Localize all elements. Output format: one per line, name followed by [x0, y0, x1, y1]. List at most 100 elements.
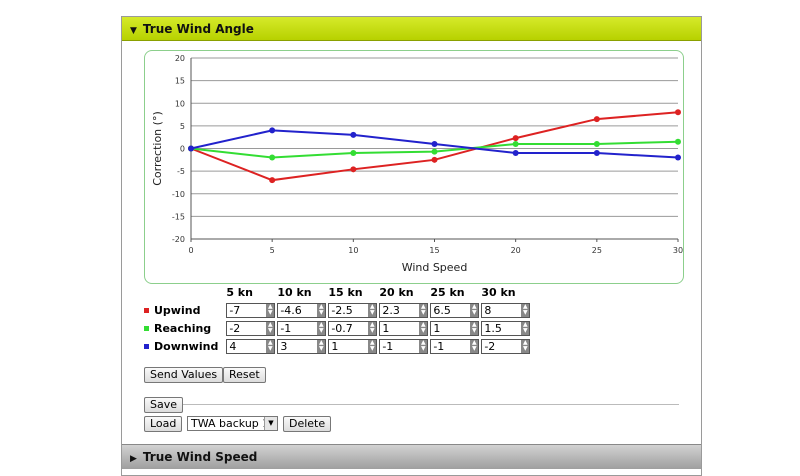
data-point — [675, 138, 681, 145]
column-header: 30 kn — [481, 285, 516, 299]
stepper-arrows-icon[interactable]: ▲ ▼ — [266, 321, 275, 335]
y-tick-label: 0 — [180, 145, 185, 154]
panel-title: True Wind Angle — [142, 22, 254, 36]
correction-chart: 20 15 10 5 0 -5 -10 -15 -20 0 5 10 15 20 25 30 Wind Spee… — [144, 50, 684, 284]
stepper-arrows-icon[interactable]: ▲ ▼ — [470, 321, 479, 335]
x-tick-label: 0 — [188, 246, 193, 255]
stepper-arrows-icon[interactable]: ▲ ▼ — [368, 339, 377, 353]
data-point — [431, 140, 438, 147]
value-input[interactable] — [431, 339, 471, 353]
table-row: Reaching ▲▼ ▲▼ ▲▼ ▲▼ ▲▼ ▲▼ — [144, 319, 532, 337]
column-header: 5 kn — [226, 285, 253, 299]
value-input[interactable] — [482, 339, 522, 353]
value-cell: ▲▼ — [328, 319, 379, 337]
stepper-arrows-icon[interactable]: ▲ ▼ — [470, 303, 479, 317]
value-stepper[interactable]: ▲▼ — [430, 338, 480, 354]
x-tick-label: 10 — [348, 246, 358, 255]
value-stepper[interactable]: ▲▼ — [277, 302, 327, 318]
value-stepper[interactable]: ▲▼ — [328, 338, 378, 354]
stepper-arrows-icon[interactable]: ▲ ▼ — [419, 303, 428, 317]
value-input[interactable] — [329, 303, 369, 317]
stepper-arrows-icon[interactable]: ▲ ▼ — [266, 339, 275, 353]
y-axis-label: Correction (°) — [151, 111, 164, 186]
value-input[interactable] — [380, 339, 420, 353]
value-cell: ▲▼ — [277, 301, 328, 319]
value-input[interactable] — [431, 321, 471, 335]
value-input[interactable] — [278, 339, 318, 353]
stepper-arrows-icon[interactable]: ▲ ▼ — [419, 339, 428, 353]
value-stepper[interactable]: ▲▼ — [481, 320, 531, 336]
value-stepper[interactable]: ▲▼ — [226, 320, 276, 336]
value-input[interactable] — [329, 339, 369, 353]
data-point — [512, 150, 519, 157]
data-point — [512, 135, 519, 142]
value-input[interactable] — [431, 303, 471, 317]
series-color-swatch — [144, 308, 149, 313]
value-input[interactable] — [380, 303, 420, 317]
stepper-arrows-icon[interactable]: ▲ ▼ — [521, 303, 530, 317]
value-cell: ▲▼ — [379, 319, 430, 337]
delete-button[interactable]: Delete — [283, 416, 332, 432]
value-stepper[interactable]: ▲▼ — [379, 320, 429, 336]
chevron-down-icon[interactable]: ▼ — [264, 417, 277, 430]
data-point — [675, 109, 681, 116]
value-cell: ▲▼ — [226, 319, 277, 337]
value-cell: ▲▼ — [328, 337, 379, 355]
panel-header-true-wind-angle[interactable]: ▼ True Wind Angle — [122, 17, 701, 41]
data-point — [431, 156, 438, 163]
data-point — [350, 150, 357, 157]
value-input[interactable] — [278, 321, 318, 335]
value-input[interactable] — [482, 303, 522, 317]
data-point — [269, 154, 276, 161]
stepper-arrows-icon[interactable]: ▲ ▼ — [317, 303, 326, 317]
row-label: Reaching — [144, 319, 226, 337]
value-stepper[interactable]: ▲▼ — [328, 320, 378, 336]
value-input[interactable] — [329, 321, 369, 335]
data-point — [675, 154, 681, 161]
value-stepper[interactable]: ▲▼ — [277, 320, 327, 336]
y-tick-label: -5 — [177, 167, 185, 176]
value-input[interactable] — [278, 303, 318, 317]
value-stepper[interactable]: ▲▼ — [379, 302, 429, 318]
value-stepper[interactable]: ▲▼ — [430, 302, 480, 318]
save-button[interactable]: Save — [144, 397, 184, 413]
stepper-arrows-icon[interactable]: ▲ ▼ — [419, 321, 428, 335]
value-stepper[interactable]: ▲▼ — [481, 338, 531, 354]
value-stepper[interactable]: ▲▼ — [226, 302, 276, 318]
panel-header-true-wind-speed[interactable]: ▶ True Wind Speed — [122, 444, 701, 469]
value-stepper[interactable]: ▲▼ — [379, 338, 429, 354]
stepper-arrows-icon[interactable]: ▲ ▼ — [266, 303, 275, 317]
stepper-arrows-icon[interactable]: ▲ ▼ — [368, 321, 377, 335]
x-tick-label: 20 — [511, 246, 521, 255]
value-stepper[interactable]: ▲▼ — [277, 338, 327, 354]
value-cell: ▲▼ — [430, 301, 481, 319]
value-stepper[interactable]: ▲▼ — [481, 302, 531, 318]
stepper-arrows-icon[interactable]: ▲ ▼ — [521, 321, 530, 335]
values-table: 5 kn 10 kn 15 kn 20 kn 25 kn 30 kn Upwind ▲▼ ▲▼… — [144, 283, 532, 355]
value-input[interactable] — [482, 321, 522, 335]
x-axis-label: Wind Speed — [402, 261, 468, 274]
reset-button[interactable]: Reset — [223, 367, 266, 383]
stepper-arrows-icon[interactable]: ▲ ▼ — [317, 339, 326, 353]
value-stepper[interactable]: ▲▼ — [226, 338, 276, 354]
value-input[interactable] — [227, 303, 267, 317]
x-tick-label: 5 — [270, 246, 275, 255]
data-point — [512, 140, 519, 147]
table-row: Downwind ▲▼ ▲▼ ▲▼ ▲▼ ▲▼ ▲▼ — [144, 337, 532, 355]
value-stepper[interactable]: ▲▼ — [328, 302, 378, 318]
backup-select[interactable]: TWA backup 1 ▼ — [187, 416, 278, 431]
value-input[interactable] — [380, 321, 420, 335]
stepper-arrows-icon[interactable]: ▲ ▼ — [521, 339, 530, 353]
value-stepper[interactable]: ▲▼ — [430, 320, 480, 336]
stepper-arrows-icon[interactable]: ▲ ▼ — [470, 339, 479, 353]
triangle-down-icon: ▼ — [130, 26, 137, 36]
data-point — [269, 177, 276, 184]
load-button[interactable]: Load — [144, 416, 183, 432]
value-input[interactable] — [227, 321, 267, 335]
stepper-arrows-icon[interactable]: ▲ ▼ — [368, 303, 377, 317]
stepper-arrows-icon[interactable]: ▲ ▼ — [317, 321, 326, 335]
value-cell: ▲▼ — [481, 337, 532, 355]
x-tick-label: 15 — [429, 246, 439, 255]
send-values-button[interactable]: Send Values — [144, 367, 224, 383]
value-input[interactable] — [227, 339, 267, 353]
